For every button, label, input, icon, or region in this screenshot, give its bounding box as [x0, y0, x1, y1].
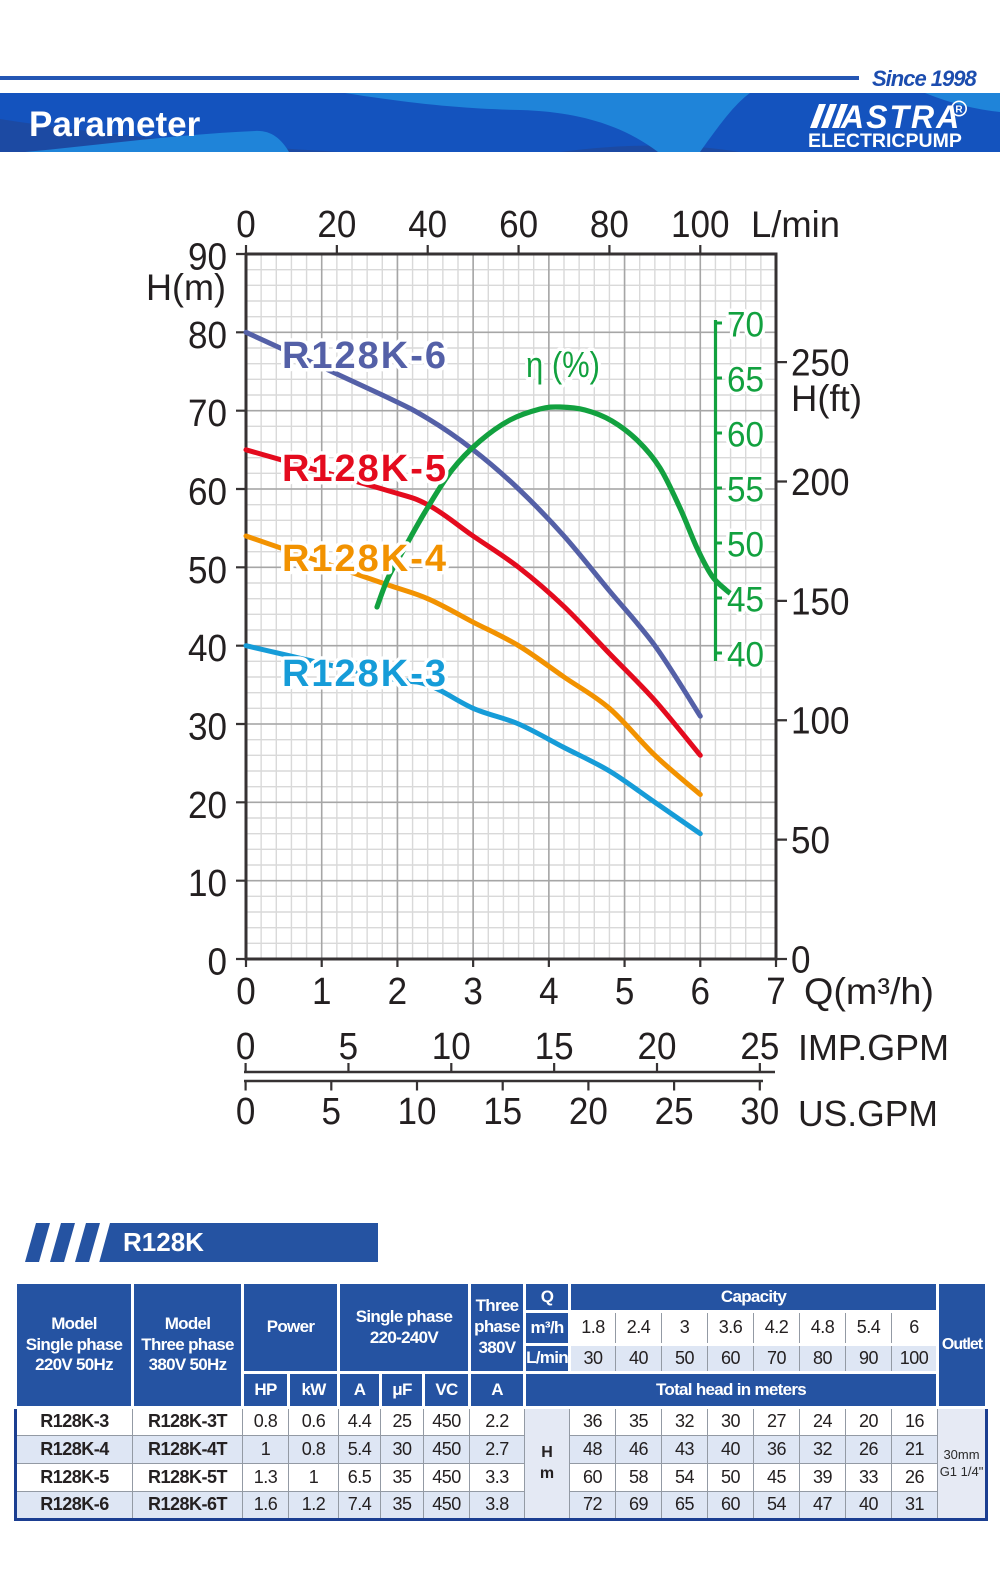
- svg-text:40: 40: [188, 628, 227, 670]
- svg-text:0: 0: [236, 971, 256, 1013]
- svg-text:0: 0: [236, 204, 256, 246]
- svg-text:150: 150: [791, 581, 850, 623]
- svg-text:0: 0: [791, 940, 811, 982]
- svg-text:15: 15: [483, 1091, 522, 1133]
- svg-text:55: 55: [727, 471, 764, 510]
- svg-text:40: 40: [408, 204, 447, 246]
- svg-text:15: 15: [535, 1026, 574, 1068]
- svg-text:50: 50: [188, 550, 227, 592]
- svg-text:40: 40: [727, 636, 764, 675]
- svg-text:R128K-4: R128K-4: [282, 538, 448, 580]
- svg-text:25: 25: [655, 1091, 694, 1133]
- svg-text:2: 2: [388, 971, 408, 1013]
- svg-text:0: 0: [236, 1026, 256, 1068]
- svg-text:0: 0: [236, 1091, 256, 1133]
- svg-text:ASTRA: ASTRA: [840, 100, 961, 135]
- svg-text:3: 3: [463, 971, 483, 1013]
- svg-text:ELECTRICPUMP: ELECTRICPUMP: [808, 130, 962, 150]
- svg-text:7: 7: [766, 971, 786, 1013]
- svg-text:0: 0: [208, 942, 228, 984]
- svg-text:R128K: R128K: [123, 1227, 204, 1257]
- svg-text:45: 45: [727, 581, 764, 620]
- svg-text:Q(m³/h): Q(m³/h): [804, 971, 934, 1012]
- svg-text:60: 60: [727, 416, 764, 455]
- svg-text:200: 200: [791, 462, 850, 504]
- svg-text:R128K-5: R128K-5: [282, 448, 448, 490]
- svg-text:R128K-3: R128K-3: [282, 653, 448, 695]
- svg-text:60: 60: [499, 204, 538, 246]
- svg-text:IMP.GPM: IMP.GPM: [798, 1027, 949, 1068]
- svg-text:R: R: [955, 105, 963, 116]
- svg-text:250: 250: [791, 343, 850, 385]
- svg-text:R128K-6: R128K-6: [282, 335, 448, 377]
- svg-text:η (%): η (%): [526, 344, 600, 385]
- svg-text:30: 30: [188, 707, 227, 749]
- svg-text:20: 20: [188, 785, 227, 827]
- svg-text:5: 5: [322, 1091, 342, 1133]
- svg-text:20: 20: [569, 1091, 608, 1133]
- svg-text:80: 80: [188, 315, 227, 357]
- svg-text:L/min: L/min: [751, 204, 840, 245]
- svg-text:20: 20: [317, 204, 356, 246]
- svg-text:1: 1: [312, 971, 332, 1013]
- svg-text:5: 5: [339, 1026, 359, 1068]
- svg-text:5: 5: [615, 971, 635, 1013]
- svg-text:100: 100: [671, 204, 730, 246]
- svg-text:4: 4: [539, 971, 559, 1013]
- svg-text:10: 10: [432, 1026, 471, 1068]
- svg-text:50: 50: [727, 526, 764, 565]
- svg-text:25: 25: [740, 1026, 779, 1068]
- svg-text:20: 20: [638, 1026, 677, 1068]
- svg-text:100: 100: [791, 701, 850, 743]
- svg-text:10: 10: [398, 1091, 437, 1133]
- svg-text:H(ft): H(ft): [791, 378, 862, 419]
- svg-text:30: 30: [740, 1091, 779, 1133]
- svg-text:70: 70: [188, 393, 227, 435]
- svg-text:60: 60: [188, 472, 227, 514]
- svg-text:80: 80: [590, 204, 629, 246]
- svg-text:10: 10: [188, 863, 227, 905]
- svg-text:H(m): H(m): [146, 267, 226, 308]
- svg-text:US.GPM: US.GPM: [798, 1093, 938, 1134]
- svg-text:90: 90: [188, 237, 227, 279]
- svg-text:50: 50: [791, 820, 830, 862]
- svg-text:65: 65: [727, 361, 764, 400]
- svg-text:6: 6: [691, 971, 711, 1013]
- svg-text:70: 70: [727, 306, 764, 345]
